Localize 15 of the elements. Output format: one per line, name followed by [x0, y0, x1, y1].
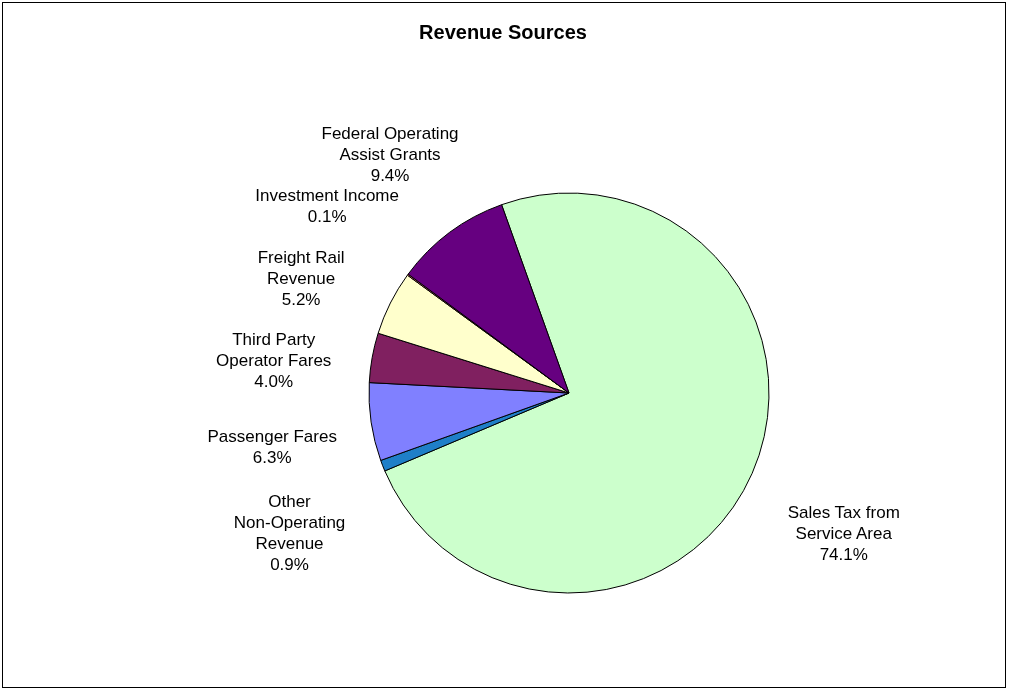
chart-title: Revenue Sources [419, 21, 587, 43]
data-label: 9.4% [370, 166, 410, 186]
slice-label: Federal Operating Assist Grants [321, 124, 459, 165]
slice-label: Investment Income [255, 186, 399, 206]
slice-label: Passenger Fares [207, 426, 337, 446]
slice-label: Sales Tax from Service Area [787, 503, 900, 544]
slice-label: Freight Rail Revenue [257, 248, 345, 289]
data-label: 5.2% [281, 290, 321, 310]
data-label: 4.0% [254, 371, 294, 391]
data-label: 0.9% [270, 555, 309, 575]
data-label: 6.3% [252, 447, 292, 467]
slice-label: Third Party Operator Fares [216, 329, 332, 370]
data-label: 74.1% [819, 545, 868, 565]
slice-label: Other Non-Operating Revenue [233, 492, 346, 554]
data-label: 0.1% [307, 207, 347, 227]
